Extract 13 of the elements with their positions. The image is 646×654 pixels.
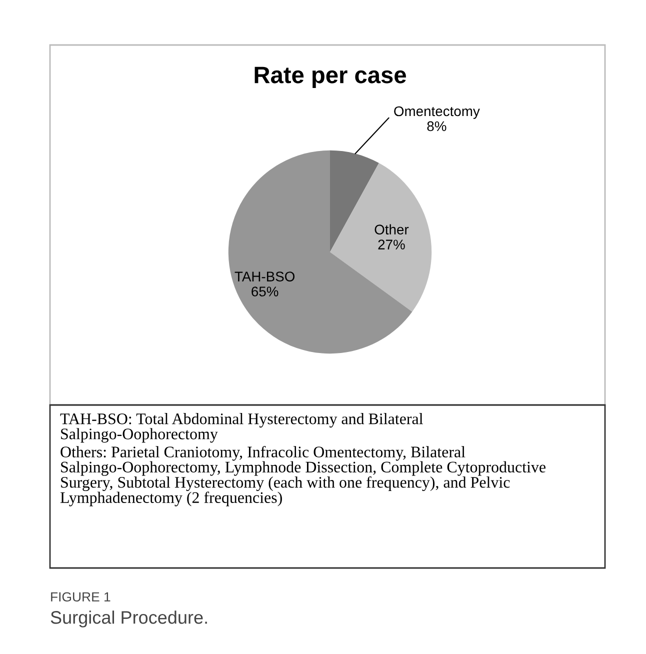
pie-slice [228, 150, 412, 354]
slice-label: Other [374, 224, 409, 235]
text: TAH-BSO: Total Abdominal Hysterectomy and Bilateral Salpingo-Oophorectomy [60, 413, 423, 443]
slice-label: Omentectomy [394, 106, 480, 119]
data-label: 65% [252, 286, 278, 296]
chart-title: Rate per case [254, 66, 406, 88]
caption: FIGURE 1 [51, 592, 110, 602]
pie-slice [330, 162, 432, 312]
slice-label: TAH-BSO [234, 272, 295, 282]
text: Surgical Procedure. [50, 610, 207, 628]
data-label: 27% [378, 240, 405, 250]
text: Others: Parietal Craniotomy, Infracolic Omentectomy, Bilateral Salpingo-Oophorectomy, Lymphnode Dissection, Complete Cytoproductive Surgery, Subtotal Hysterectomy (each with one frequency), and Pelvic Lymphadenectomy (2 frequencies) [60, 446, 546, 506]
data-label: 8% [427, 121, 446, 132]
